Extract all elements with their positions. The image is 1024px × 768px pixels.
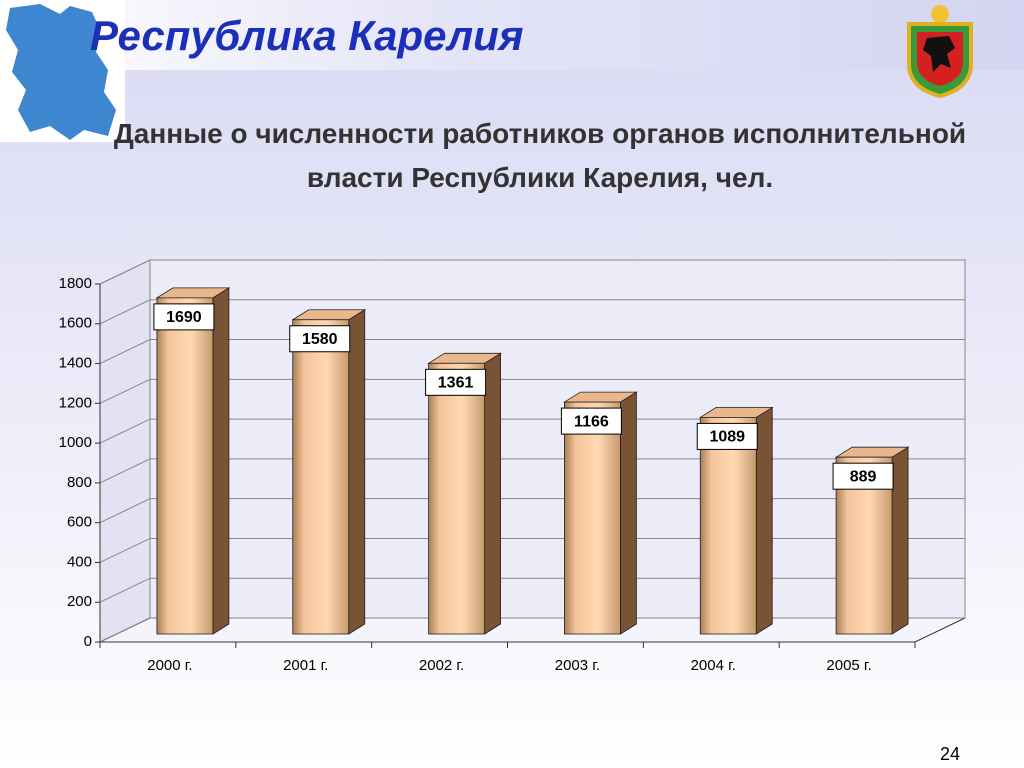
y-tick-label: 400 <box>67 553 92 570</box>
x-tick-label: 2000 г. <box>147 657 192 674</box>
value-label: 1361 <box>438 375 474 392</box>
grid-line <box>99 577 965 603</box>
y-tick-label: 800 <box>67 474 92 491</box>
y-tick-label: 0 <box>84 633 92 650</box>
y-tick-label: 1600 <box>59 315 92 332</box>
x-tick-label: 2004 г. <box>691 657 736 674</box>
value-label: 1580 <box>302 331 338 348</box>
value-label: 1690 <box>166 309 202 326</box>
grid-line <box>99 259 965 285</box>
bar-side <box>484 352 501 635</box>
value-label-box <box>289 325 351 353</box>
bar <box>428 362 485 635</box>
grid-line <box>99 299 965 325</box>
x-tick-label: 2002 г. <box>419 657 464 674</box>
value-label: 889 <box>850 468 877 485</box>
header-band <box>0 0 1024 70</box>
x-tick-label: 2005 г. <box>826 657 871 674</box>
grid-line <box>99 617 965 643</box>
bar <box>292 319 350 635</box>
value-label-box <box>425 368 487 396</box>
header-title: Республика Карелия <box>90 12 524 59</box>
coat-of-arms <box>907 5 973 98</box>
value-label-box <box>696 422 758 450</box>
bar <box>156 297 214 635</box>
x-tick-label: 2001 г. <box>283 657 328 674</box>
bar <box>564 401 621 635</box>
bar-side <box>620 391 637 635</box>
value-label-box <box>832 462 894 490</box>
page-number: 24 <box>940 744 961 764</box>
y-tick-label: 1200 <box>59 394 92 411</box>
y-tick-label: 1400 <box>59 355 92 372</box>
chart-title: Данные о численности работников органов … <box>113 118 967 193</box>
floor <box>99 617 966 643</box>
map-icon <box>0 0 125 142</box>
grid-line <box>99 378 965 404</box>
bar-side <box>348 309 366 635</box>
side-wall <box>99 259 151 643</box>
bar <box>699 417 757 635</box>
y-tick-label: 1000 <box>59 434 92 451</box>
value-label-box <box>560 407 622 435</box>
y-tick-label: 1800 <box>59 275 92 292</box>
x-tick-label: 2003 г. <box>555 657 600 674</box>
y-tick-label: 600 <box>67 514 92 531</box>
grid-line <box>99 418 965 444</box>
y-tick-label: 200 <box>67 593 92 610</box>
grid-line <box>99 339 965 365</box>
bar-side <box>891 446 909 635</box>
value-label: 1089 <box>709 429 745 446</box>
grid-line <box>99 537 965 563</box>
value-label: 1166 <box>574 413 609 430</box>
grid-line <box>99 458 965 484</box>
bar-side <box>755 406 773 635</box>
value-label-box <box>153 303 215 331</box>
bar-side <box>212 287 230 635</box>
grid-line <box>99 498 965 524</box>
